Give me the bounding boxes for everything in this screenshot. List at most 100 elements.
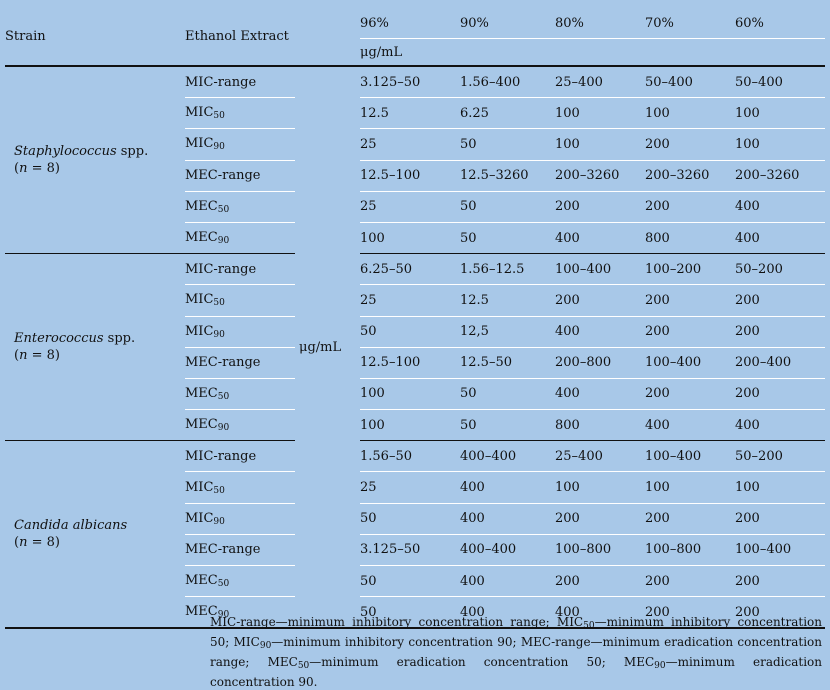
value-cell: 50–400 [735, 74, 783, 90]
value-cell: 400 [460, 502, 555, 535]
value-cell: 1.56–12.5 [460, 253, 555, 285]
measure-label: MEC-range [185, 533, 295, 566]
value-cell: 100 [555, 471, 645, 504]
header-conc-96: 96% [360, 15, 389, 31]
value-cell: 100–400 [645, 346, 735, 379]
strain-cell: Staphylococcus spp. (n = 8) [5, 66, 185, 254]
value-cell: 50 [460, 221, 555, 254]
measure-label: MIC90 [185, 128, 295, 161]
value-cell: 400 [735, 190, 825, 223]
value-cell: 200 [555, 564, 645, 597]
strain-sample-size: (n = 8) [14, 348, 60, 364]
unit-label: μg/mL [295, 66, 360, 630]
table-row: Staphylococcus spp. (n = 8) MIC-range μg/mL… [5, 66, 825, 630]
table-row: MEC50 50 400 200 200 200 [5, 564, 825, 597]
strain-sample-size: (n = 8) [14, 535, 60, 551]
value-cell: 100 [360, 221, 460, 254]
value-cell: 50 [360, 502, 460, 535]
table-row: MIC90 25 50 100 200 100 [5, 128, 825, 161]
header-conc-70: 70% [645, 15, 674, 31]
measure-label: MEC50 [185, 190, 295, 223]
value-cell: 50 [460, 409, 555, 441]
value-cell: 100 [555, 97, 645, 129]
value-cell: 200 [735, 564, 825, 597]
value-cell: 200 [555, 284, 645, 316]
strain-name: Enterococcus [14, 331, 104, 347]
value-cell: 6.25–50 [360, 253, 460, 285]
measure-label: MIC50 [185, 97, 295, 129]
value-cell: 400 [555, 221, 645, 254]
table-row: MIC50 12.5 6.25 100 100 100 [5, 97, 825, 129]
value-cell: 12.5–100 [360, 346, 460, 379]
value-cell: 400–400 [460, 440, 555, 472]
value-cell: 12.5–3260 [460, 159, 555, 192]
value-cell: 50–400 [645, 74, 693, 90]
header-conc-80: 80% [555, 15, 584, 31]
header-conc-90: 90% [460, 15, 489, 31]
value-cell: 200 [555, 190, 645, 223]
table-row: Candida albicans (n = 8) MIC-range 1.56–50 4… [5, 440, 825, 630]
value-cell: 200–400 [735, 346, 825, 379]
measure-label: MEC-range [185, 346, 295, 379]
value-cell: 800 [555, 409, 645, 441]
value-cell: 6.25 [460, 97, 555, 129]
value-cell: 100–200 [645, 253, 735, 285]
value-cell: 25 [360, 190, 460, 223]
value-cell: 100 [555, 128, 645, 161]
value-cell: 400–400 [460, 533, 555, 566]
value-cell: 200 [735, 284, 825, 316]
strain-sample-size: (n = 8) [14, 161, 60, 177]
value-cell: 25 [360, 471, 460, 504]
value-cell: 200–3260 [735, 159, 825, 192]
value-cell: 100–800 [555, 533, 645, 566]
table-row: MIC50 25 12.5 200 200 200 [5, 284, 825, 316]
measure-label: MIC-range [185, 440, 295, 472]
table-row: MEC90 50 400 400 200 200 [5, 596, 825, 630]
measure-label: MEC50 [185, 564, 295, 597]
value-cell: 100–400 [555, 253, 645, 285]
value-cell: 200 [645, 190, 735, 223]
value-cell: 50 [360, 564, 460, 597]
strain-suffix: spp. [103, 331, 136, 347]
value-cell: 200 [645, 377, 735, 410]
strain-suffix: spp. [116, 144, 149, 160]
value-cell: 200 [645, 284, 735, 316]
measure-label: MIC-range [185, 253, 295, 285]
measure-label: MEC50 [185, 377, 295, 410]
strain-name: Candida albicans [14, 518, 128, 534]
measure-label: MIC90 [185, 502, 295, 535]
table-figure: Strain Ethanol Extract 96% 90% 80% 70% 6… [5, 8, 825, 689]
value-cell: 200–3260 [645, 159, 735, 192]
value-cell: 200 [645, 315, 735, 348]
value-cell: 100 [360, 377, 460, 410]
measure-label: MEC90 [185, 221, 295, 254]
value-cell: 12.5–100 [360, 159, 460, 192]
value-cell: 100–800 [645, 533, 735, 566]
value-cell: 50 [460, 377, 555, 410]
value-cell: 400 [555, 596, 645, 630]
value-cell: 200 [735, 596, 825, 630]
measure-label: MIC50 [185, 471, 295, 504]
value-cell: 50 [460, 128, 555, 161]
value-cell: 400 [555, 315, 645, 348]
table-body: Staphylococcus spp. (n = 8) MIC-range μg/mL… [5, 66, 825, 630]
table-row: MEC90 100 50 800 400 400 [5, 409, 825, 441]
table-row: MIC90 50 12,5 400 200 200 [5, 315, 825, 348]
value-cell: 400 [735, 409, 825, 441]
value-cell: 3.125–50 [360, 533, 460, 566]
value-cell: 12,5 [460, 315, 555, 348]
measure-label: MEC90 [185, 596, 295, 630]
value-cell: 100 [735, 128, 825, 161]
table-row: MEC-range 12.5–100 12.5–3260 200–3260 200–32… [5, 159, 825, 192]
value-cell: 1.56–50 [360, 440, 460, 472]
value-cell: 400 [460, 471, 555, 504]
table-row: MIC50 25 400 100 100 100 [5, 471, 825, 504]
value-cell: 400 [735, 221, 825, 254]
value-cell: 50–200 [735, 253, 825, 285]
header-unit: μg/mL [360, 38, 825, 67]
value-cell: 3.125–50 [360, 74, 421, 90]
value-cell: 200–800 [555, 346, 645, 379]
results-table: Strain Ethanol Extract 96% 90% 80% 70% 6… [5, 8, 825, 630]
value-cell: 100–400 [645, 440, 735, 472]
value-cell: 12.5 [360, 97, 460, 129]
